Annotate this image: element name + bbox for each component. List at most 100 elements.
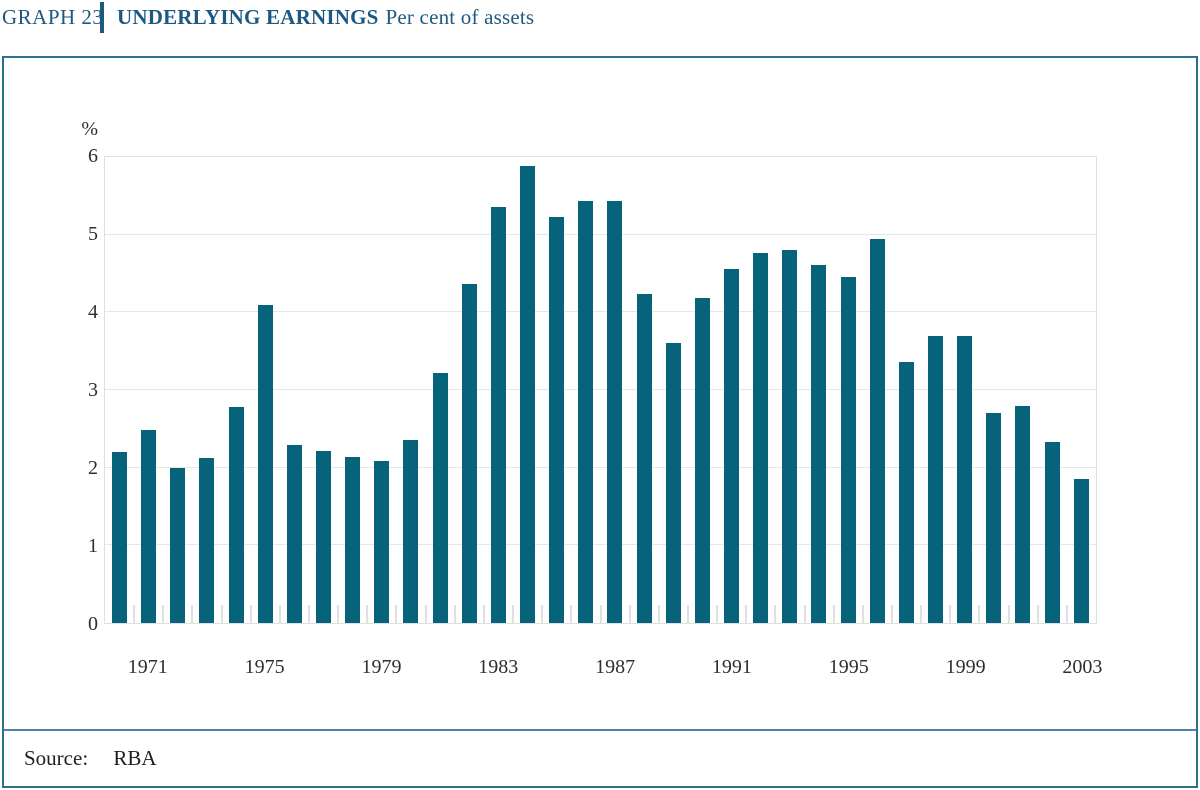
bars-container [105, 157, 1096, 623]
bar-1980 [403, 440, 419, 623]
y-tick-label-4: 4 [88, 301, 98, 324]
chart-title-subtitle: Per cent of assets [385, 5, 535, 29]
bar-1983 [490, 206, 506, 623]
graph-number-label: GRAPH 23 [2, 5, 104, 29]
bar-slot-1977 [309, 157, 338, 623]
bar-slot-1984 [513, 157, 542, 623]
bar-slot-1991 [717, 157, 746, 623]
x-axis-minor-tick [512, 605, 515, 623]
x-axis-minor-tick [453, 605, 456, 623]
bar-1975 [257, 304, 273, 623]
y-tick-label-5: 5 [88, 223, 98, 245]
gridline-y3 [105, 389, 1096, 390]
x-axis-minor-tick [803, 605, 806, 623]
bar-slot-1995 [834, 157, 863, 623]
title-separator-bar [100, 2, 104, 33]
x-axis-minor-tick [657, 605, 660, 623]
bar-1987 [607, 201, 623, 623]
source-divider-line [4, 729, 1196, 731]
bar-slot-1974 [222, 157, 251, 623]
bar-slot-1971 [134, 157, 163, 623]
bar-slot-1992 [746, 157, 775, 623]
bar-1990 [694, 297, 710, 623]
bar-1999 [957, 335, 973, 623]
bar-2002 [1044, 442, 1060, 623]
y-tick-label-6: 6 [88, 145, 98, 167]
bar-slot-1997 [892, 157, 921, 623]
bar-1995 [840, 276, 856, 623]
bar-1974 [228, 407, 244, 623]
gridline-y2 [105, 466, 1096, 468]
x-axis-minor-tick [395, 605, 398, 623]
bar-1988 [636, 294, 652, 623]
x-axis-minor-tick [599, 605, 602, 623]
bar-1989 [665, 342, 681, 623]
bar-1982 [461, 283, 477, 623]
x-axis-minor-tick [570, 605, 573, 623]
bar-slot-1970 [105, 157, 134, 623]
bar-1996 [869, 239, 885, 623]
bar-1986 [578, 200, 594, 623]
x-axis-minor-tick [541, 605, 544, 623]
bar-1976 [286, 445, 302, 623]
bar-slot-1998 [921, 157, 950, 623]
bar-slot-1986 [571, 157, 600, 623]
source-row: Source: RBA [24, 746, 157, 771]
bar-slot-1973 [192, 157, 221, 623]
bar-1994 [811, 264, 827, 623]
x-axis-minor-tick [832, 605, 835, 623]
bar-slot-1980 [396, 157, 425, 623]
plot-area [104, 156, 1097, 624]
bar-slot-1993 [775, 157, 804, 623]
bar-1984 [520, 166, 536, 623]
source-label: Source: [24, 746, 89, 770]
bar-slot-1981 [426, 157, 455, 623]
x-axis-minor-tick [920, 605, 923, 623]
bar-1977 [316, 451, 332, 623]
bar-slot-1989 [659, 157, 688, 623]
bar-slot-1990 [688, 157, 717, 623]
x-axis-minor-tick [716, 605, 719, 623]
x-axis-labels: 1971 1975 1979 1983 1987 1991 1995 1999 2003 [104, 654, 1103, 680]
y-tick-label-0: 0 [88, 613, 98, 635]
y-tick-label-2: 2 [88, 457, 98, 480]
gridline-y1 [105, 544, 1096, 546]
bar-slot-2001 [1008, 157, 1037, 623]
source-value: RBA [113, 746, 157, 770]
x-axis-minor-tick [366, 605, 369, 623]
bar-2000 [986, 413, 1002, 623]
bar-1993 [782, 250, 798, 623]
x-tick-label-1999: 1999 [945, 656, 986, 678]
x-axis-minor-tick [220, 605, 223, 623]
bar-slot-2002 [1038, 157, 1067, 623]
bar-slot-1999 [950, 157, 979, 623]
bar-2001 [1015, 405, 1031, 623]
bar-slot-1975 [251, 157, 280, 623]
y-axis-labels: % 0 1 2 3 4 5 6 [48, 118, 98, 634]
y-tick-label-1: 1 [88, 535, 98, 558]
x-axis-minor-tick [482, 605, 485, 623]
x-axis-minor-tick [978, 605, 981, 623]
bar-1973 [199, 458, 215, 623]
bar-1997 [898, 362, 914, 623]
y-axis-unit-label: % [81, 118, 98, 140]
bar-1992 [753, 252, 769, 623]
x-tick-label-1987: 1987 [595, 656, 636, 678]
bar-2003 [1073, 478, 1089, 623]
gridline-y5 [105, 233, 1096, 235]
x-axis-minor-tick [861, 605, 864, 623]
x-tick-label-1995: 1995 [828, 656, 869, 678]
x-axis-minor-tick [308, 605, 311, 623]
bar-slot-1982 [455, 157, 484, 623]
x-axis-minor-tick [278, 605, 281, 623]
bar-1998 [928, 335, 943, 623]
x-tick-label-2003: 2003 [1062, 656, 1103, 678]
x-axis-minor-tick [628, 605, 631, 623]
chart-title: UNDERLYING EARNINGS Per cent of assets [117, 5, 534, 30]
bar-1970 [112, 452, 128, 623]
x-axis-minor-tick [1036, 605, 1039, 623]
bar-1985 [549, 216, 565, 623]
bar-slot-1996 [863, 157, 892, 623]
x-axis-minor-tick [774, 605, 777, 623]
